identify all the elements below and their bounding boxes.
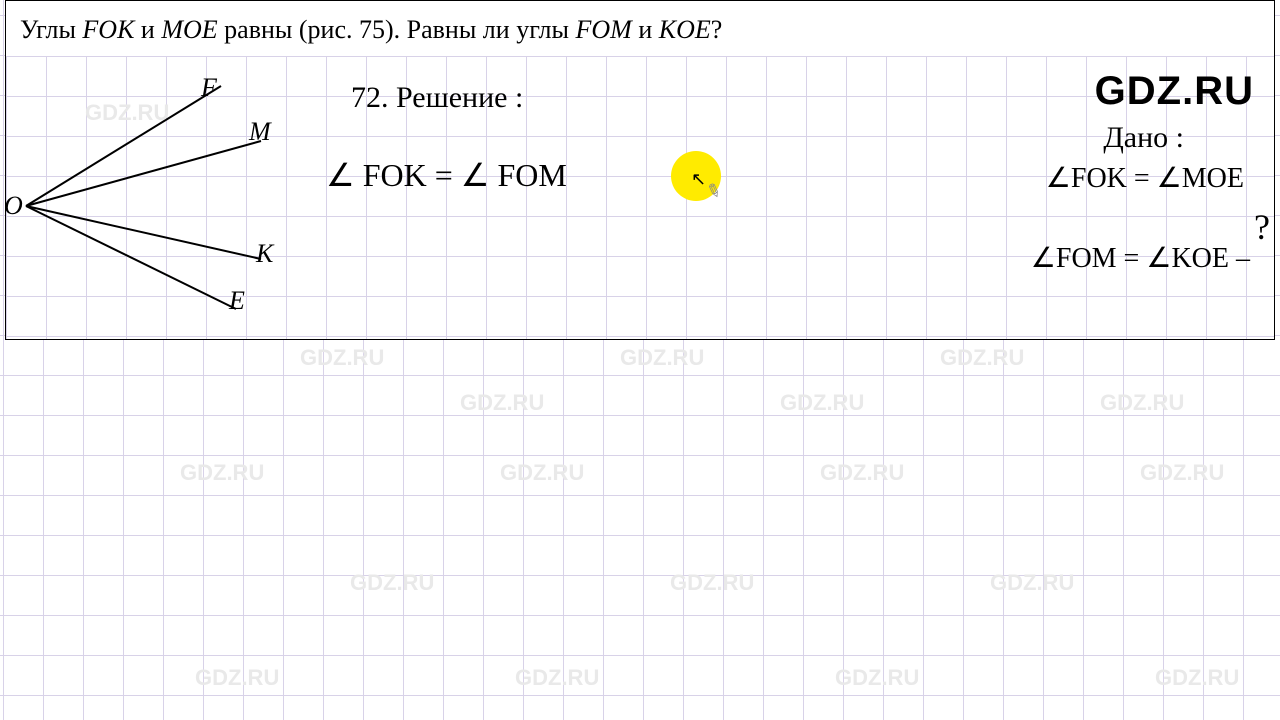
angle-name: FOM — [575, 15, 631, 44]
angle-name: KOE — [659, 15, 711, 44]
cursor-icon: ↖ — [691, 169, 706, 190]
solution-line: ∠ FOK = ∠ FOM — [326, 156, 567, 194]
problem-statement: Углы FOK и MOE равны (рис. 75). Равны ли… — [20, 15, 722, 45]
given-heading: Дано : — [1103, 121, 1184, 155]
vertex-label-origin: O — [4, 191, 23, 221]
problem-text-part: и — [134, 15, 161, 44]
problem-text-part: равны (рис. 75). Равны ли углы — [218, 15, 576, 44]
worksheet-panel: Углы FOK и MOE равны (рис. 75). Равны ли… — [5, 0, 1275, 340]
angle-diagram: OFMKE — [11, 61, 281, 331]
solution-heading: 72. Решение : — [351, 81, 523, 115]
question-mark: ? — [1254, 206, 1270, 248]
given-line: ∠FOM = ∠KOE – — [1031, 241, 1250, 275]
vertex-label: E — [229, 286, 245, 316]
vertex-label: F — [201, 73, 217, 103]
problem-text-part: ? — [711, 15, 723, 44]
site-logo: GDZ.RU — [1095, 69, 1254, 114]
problem-text-part: Углы — [20, 15, 82, 44]
vertex-label: M — [249, 117, 271, 147]
vertex-label: K — [256, 239, 273, 269]
angle-name: FOK — [82, 15, 134, 44]
problem-text-part: и — [632, 15, 659, 44]
given-line: ∠FOK = ∠MOE — [1046, 161, 1244, 195]
angle-name: MOE — [161, 15, 217, 44]
